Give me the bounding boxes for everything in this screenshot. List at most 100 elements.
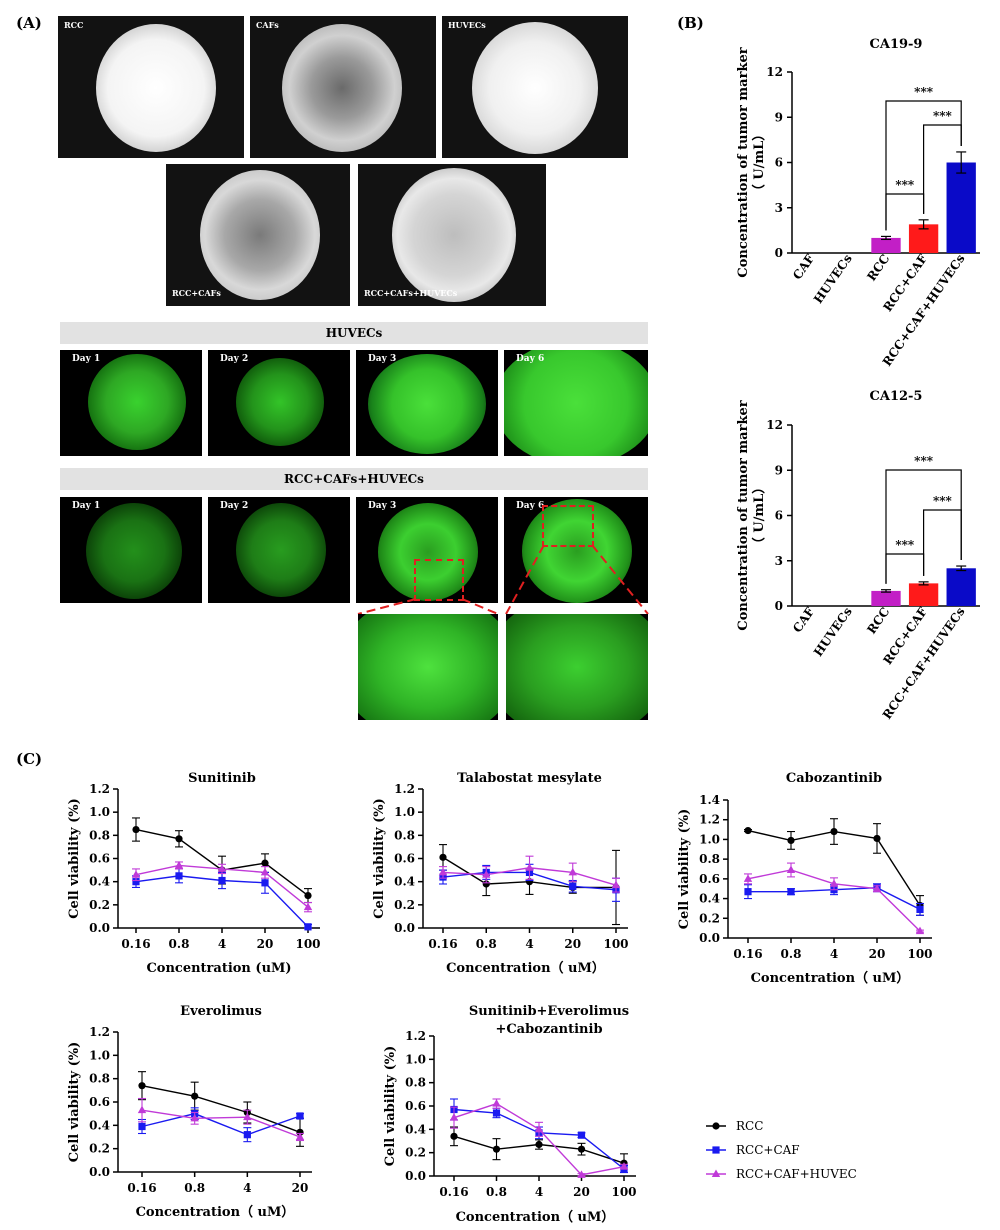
bar-y-axis-label: Concentration of tumor marker xyxy=(736,400,751,630)
x-tick-label: 0.8 xyxy=(184,1181,205,1195)
x-tick-label: 100 xyxy=(907,947,932,961)
data-point-circle xyxy=(261,859,269,867)
day-label: Day 2 xyxy=(220,501,249,511)
data-point-triangle xyxy=(438,867,448,876)
day-label: Day 6 xyxy=(516,354,545,364)
x-tick-label: 0.16 xyxy=(121,937,150,951)
data-point-triangle xyxy=(619,1162,629,1170)
y-tick-label: 0.6 xyxy=(89,1095,110,1109)
data-point-triangle xyxy=(786,865,796,873)
data-point-square xyxy=(916,905,924,914)
day-label: Day 1 xyxy=(72,501,101,511)
bar-y-axis-unit: （ U/mL） xyxy=(751,481,767,551)
line-chart-title: Talabostat mesylate xyxy=(457,771,602,786)
fluorescence-huvecs-day2: Day 2 xyxy=(208,350,350,456)
y-tick-label: 1.0 xyxy=(405,1052,426,1066)
x-tick-label: 4 xyxy=(218,937,226,951)
data-point-triangle xyxy=(525,863,534,871)
micrograph-huvecs: HUVECs xyxy=(442,16,628,158)
data-point-circle xyxy=(712,1122,720,1130)
bar-chart-title: CA19-9 xyxy=(870,37,923,52)
data-point-circle xyxy=(439,853,447,861)
fluorescence-huvecs-day1: Day 1 xyxy=(60,350,202,456)
data-point-triangle xyxy=(217,864,227,872)
data-point-square xyxy=(296,1112,304,1120)
group-title-rcc-cafs-huvecs: RCC+CAFs+HUVECs xyxy=(60,468,648,490)
significance-stars: *** xyxy=(895,538,915,552)
y-tick-label: 0.2 xyxy=(394,898,415,912)
micrograph-rcc-cafs: RCC+CAFs xyxy=(166,164,350,306)
data-point-triangle xyxy=(449,1113,459,1121)
y-tick-label: 0.4 xyxy=(89,1118,110,1132)
data-point-circle xyxy=(132,825,140,834)
y-tick-label: 0.0 xyxy=(89,921,110,935)
data-point-square xyxy=(218,876,226,885)
y-axis-label: Cell viability (%) xyxy=(372,798,387,919)
x-tick-label: 4 xyxy=(525,937,533,951)
data-point-circle xyxy=(744,826,752,835)
y-tick-label: 6 xyxy=(775,156,783,170)
fluorescence-huvecs-day6: Day 6 xyxy=(504,350,648,456)
data-point-triangle xyxy=(534,1124,544,1133)
y-tick-label: 1.0 xyxy=(89,805,110,819)
data-point-triangle xyxy=(829,879,839,887)
micrograph-label: HUVECs xyxy=(448,20,486,30)
data-point-triangle xyxy=(482,870,491,878)
bar xyxy=(871,237,901,253)
line-chart-title: Sunitinib+Everolimus xyxy=(469,1004,629,1019)
significance-bracket xyxy=(885,553,925,584)
significance-stars: *** xyxy=(914,85,934,99)
x-tick-label: 0.8 xyxy=(476,937,497,951)
y-tick-label: 0.8 xyxy=(405,1076,426,1090)
data-point-triangle xyxy=(303,902,313,911)
micrograph-cafs: CAFs xyxy=(250,16,436,158)
y-tick-label: 0.0 xyxy=(405,1169,426,1183)
y-tick-label: 1.2 xyxy=(394,782,415,796)
data-point-triangle xyxy=(260,867,270,876)
y-tick-label: 1.2 xyxy=(89,782,110,796)
y-tick-label: 0.4 xyxy=(89,875,110,889)
significance-bracket xyxy=(922,124,962,214)
bar-y-axis-unit: （ U/mL） xyxy=(751,128,767,198)
bar-category-label: CAF xyxy=(790,604,817,635)
y-tick-label: 6 xyxy=(775,509,783,523)
bar-category-label: HUVECs xyxy=(811,605,855,660)
x-tick-label: 0.8 xyxy=(169,937,190,951)
data-point-triangle xyxy=(611,880,621,889)
series-line xyxy=(453,1102,625,1176)
y-tick-label: 0.2 xyxy=(405,1146,426,1160)
legend-label: RCC+CAF+HUVEC xyxy=(736,1167,857,1181)
data-point-square xyxy=(569,882,577,890)
data-point-square xyxy=(138,1122,146,1131)
data-point-circle xyxy=(450,1132,458,1140)
data-point-triangle xyxy=(568,867,577,876)
data-point-square xyxy=(304,923,312,931)
data-point-circle xyxy=(535,1140,543,1149)
y-tick-label: 1.0 xyxy=(89,1048,110,1062)
bar-category-label: RCC xyxy=(864,605,892,637)
data-point-square xyxy=(492,1109,501,1117)
data-point-triangle xyxy=(872,884,882,892)
y-tick-label: 0.6 xyxy=(405,1099,426,1113)
y-axis-label: Cell viability (%) xyxy=(383,1046,398,1167)
x-tick-label: 0.16 xyxy=(127,1181,156,1195)
y-tick-label: 1.4 xyxy=(699,793,720,807)
bar xyxy=(946,568,976,606)
micrograph-rcc-cafs-huvecs: RCC+CAFs+HUVECs xyxy=(358,164,546,306)
y-tick-label: 1.2 xyxy=(405,1029,426,1043)
x-tick-label: 0.16 xyxy=(439,1185,468,1199)
zoom-box xyxy=(542,505,594,547)
bar-chart-title: CA12-5 xyxy=(870,389,923,404)
significance-bracket xyxy=(885,100,962,231)
group-title-huvecs: HUVECs xyxy=(60,322,648,344)
data-point-triangle xyxy=(137,1105,147,1114)
y-tick-label: 0.2 xyxy=(89,1142,110,1156)
data-point-circle xyxy=(482,880,490,888)
x-axis-label: Concentration（ uM） xyxy=(136,1204,295,1220)
y-axis-label: Cell viability (%) xyxy=(677,809,692,930)
panel-c-label: (C) xyxy=(16,750,43,768)
series-line xyxy=(141,1109,301,1138)
y-tick-label: 1.2 xyxy=(699,813,720,827)
data-point-circle xyxy=(577,1145,586,1153)
data-point-circle xyxy=(787,836,795,845)
